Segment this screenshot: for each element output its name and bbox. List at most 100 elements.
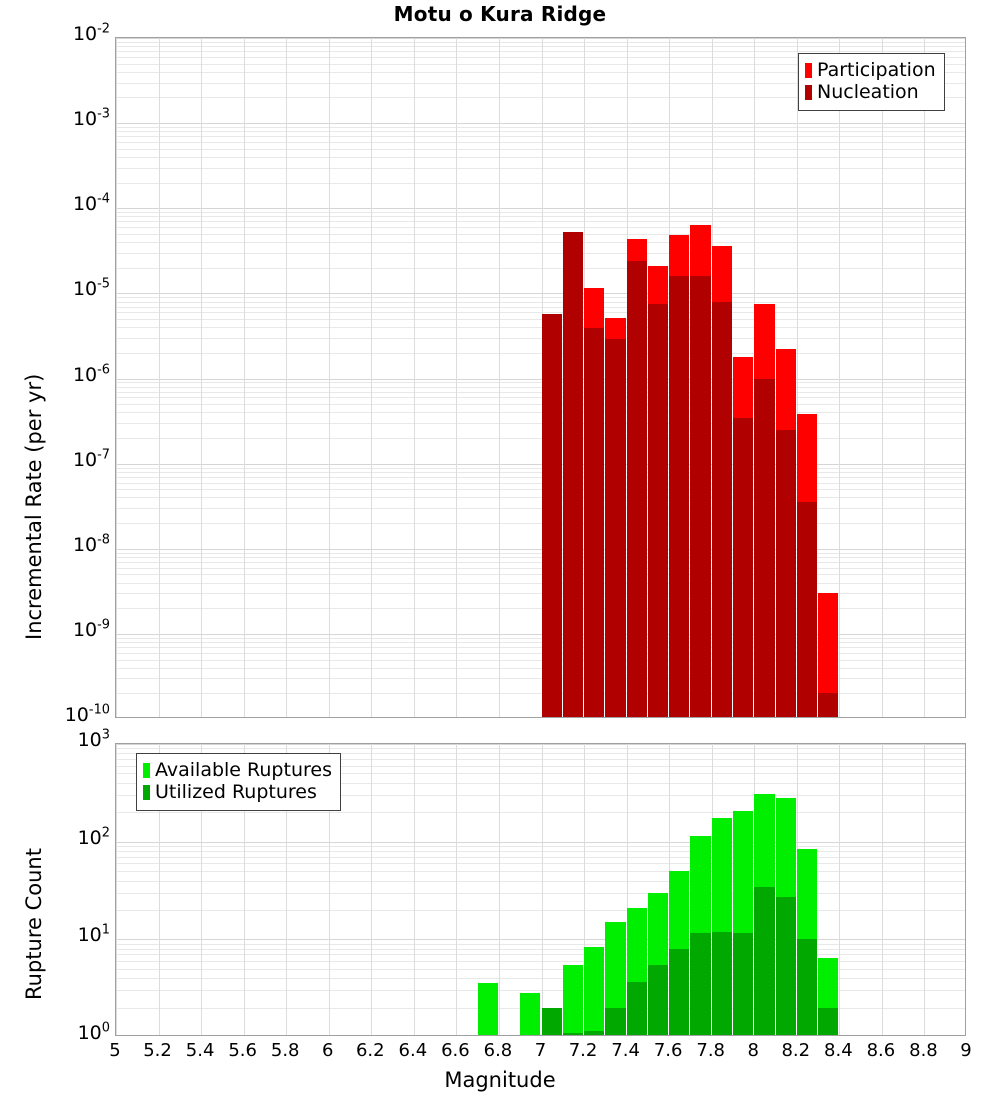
gridline-horizontal	[116, 593, 965, 594]
bar-utilized-ruptures	[818, 1007, 839, 1035]
legend-incremental-rate: Participation Nucleation	[798, 53, 945, 111]
x-tick-label: 7.2	[568, 1040, 598, 1061]
legend-label-available-ruptures: Available Ruptures	[155, 759, 332, 781]
gridline-horizontal	[116, 893, 965, 894]
gridline-horizontal	[116, 693, 965, 694]
gridline-horizontal	[116, 744, 965, 745]
y-tick-label: 103	[77, 727, 110, 751]
x-tick-label: 6.4	[398, 1040, 428, 1061]
gridline-horizontal	[116, 379, 965, 380]
gridline-horizontal	[116, 97, 965, 98]
gridline-horizontal	[116, 748, 965, 749]
gridline-horizontal	[116, 234, 965, 235]
gridline-horizontal	[116, 660, 965, 661]
gridline-vertical	[542, 744, 543, 1035]
gridline-horizontal	[116, 168, 965, 169]
bar-nucleation	[647, 304, 669, 717]
gridline-vertical	[584, 744, 585, 1035]
gridline-horizontal	[116, 208, 965, 209]
gridline-horizontal	[116, 136, 965, 137]
gridline-vertical	[924, 744, 925, 1035]
gridline-horizontal	[116, 851, 965, 852]
gridline-horizontal	[116, 857, 965, 858]
gridline-vertical	[882, 744, 883, 1035]
legend-item-utilized-ruptures[interactable]: Utilized Ruptures	[143, 781, 332, 803]
gridline-vertical	[116, 744, 117, 1035]
gridline-horizontal	[116, 508, 965, 509]
y-tick-label: 10-6	[72, 362, 110, 386]
bar-participation	[818, 593, 839, 717]
x-tick-label: 8.2	[781, 1040, 811, 1061]
gridline-horizontal	[116, 387, 965, 388]
gridline-horizontal	[116, 483, 965, 484]
x-tick-label: 8.8	[909, 1040, 938, 1061]
bar-utilized-ruptures	[626, 981, 647, 1035]
gridline-horizontal	[116, 961, 965, 962]
gridline-horizontal	[116, 83, 965, 84]
x-tick-label: 7	[534, 1040, 547, 1061]
gridline-horizontal	[116, 583, 965, 584]
gridline-horizontal	[116, 216, 965, 217]
gridline-horizontal	[116, 268, 965, 269]
legend-item-available-ruptures[interactable]: Available Ruptures	[143, 759, 332, 781]
gridline-vertical	[329, 744, 330, 1035]
legend-item-participation[interactable]: Participation	[805, 59, 936, 81]
bar-nucleation	[796, 502, 818, 717]
gridline-horizontal	[116, 753, 965, 754]
gridline-horizontal	[116, 773, 965, 774]
gridline-horizontal	[116, 127, 965, 128]
gridline-horizontal	[116, 382, 965, 383]
x-tick-label: 9	[960, 1040, 972, 1061]
gridline-vertical	[839, 744, 840, 1035]
gridline-horizontal	[116, 608, 965, 609]
gridline-vertical	[882, 38, 883, 717]
gridline-horizontal	[116, 759, 965, 760]
gridline-horizontal	[116, 557, 965, 558]
gridline-vertical	[839, 38, 840, 717]
gridline-horizontal	[116, 647, 965, 648]
gridline-horizontal	[116, 319, 965, 320]
gridline-horizontal	[116, 327, 965, 328]
gridline-horizontal	[116, 423, 965, 424]
x-tick-label: 5.4	[185, 1040, 215, 1061]
legend-swatch-utilized-ruptures	[143, 785, 150, 801]
gridline-horizontal	[116, 392, 965, 393]
x-tick-label: 7.4	[611, 1040, 640, 1061]
gridline-horizontal	[116, 307, 965, 308]
gridline-vertical	[286, 744, 287, 1035]
legend-item-nucleation[interactable]: Nucleation	[805, 81, 936, 103]
gridline-horizontal	[116, 297, 965, 298]
legend-swatch-participation	[805, 62, 812, 78]
bar-nucleation	[775, 429, 796, 717]
x-tick-label: 5	[109, 1040, 121, 1061]
gridline-vertical	[456, 744, 457, 1035]
gridline-vertical	[244, 744, 245, 1035]
gridline-horizontal	[116, 46, 965, 47]
gridline-horizontal	[116, 910, 965, 911]
gridline-horizontal	[116, 149, 965, 150]
bar-available-ruptures	[605, 922, 626, 1035]
bar-utilized-ruptures	[733, 932, 754, 1035]
gridline-horizontal	[116, 668, 965, 669]
gridline-horizontal	[116, 795, 965, 796]
bar-nucleation	[605, 339, 626, 717]
gridline-horizontal	[116, 842, 965, 843]
gridline-horizontal	[116, 157, 965, 158]
bar-nucleation	[562, 232, 584, 717]
page-title: Motu o Kura Ridge	[393, 2, 607, 26]
gridline-vertical	[286, 38, 287, 717]
gridline-vertical	[499, 744, 500, 1035]
gridline-vertical	[371, 744, 372, 1035]
gridline-horizontal	[116, 871, 965, 872]
gridline-horizontal	[116, 212, 965, 213]
gridline-horizontal	[116, 293, 965, 294]
bar-utilized-ruptures	[669, 949, 690, 1035]
gridline-vertical	[244, 38, 245, 717]
legend-label-nucleation: Nucleation	[817, 81, 919, 104]
gridline-horizontal	[116, 549, 965, 550]
gridline-vertical	[159, 38, 160, 717]
bar-nucleation	[690, 276, 711, 717]
gridline-horizontal	[116, 477, 965, 478]
gridline-vertical	[159, 744, 160, 1035]
gridline-vertical	[371, 38, 372, 717]
